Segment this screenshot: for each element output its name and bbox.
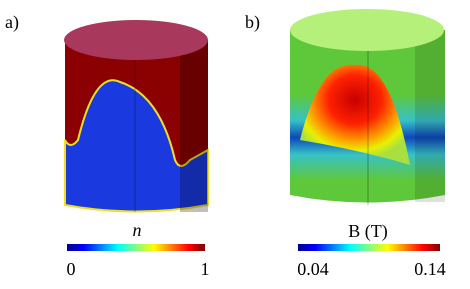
panel-b: b) B (T) 0.04 0.14 <box>245 9 446 279</box>
cylinder-top <box>64 20 208 60</box>
colorbar-title: n <box>133 220 142 240</box>
shade <box>180 40 208 212</box>
panel-label: b) <box>245 12 260 33</box>
colorbar-tick: 1 <box>201 259 210 279</box>
colorbar <box>298 244 440 251</box>
field-dome <box>300 64 410 165</box>
colorbar <box>67 244 205 251</box>
panel-label: a) <box>5 12 19 33</box>
shade <box>415 30 445 202</box>
colorbar-tick: 0.04 <box>297 259 329 279</box>
colorbar-title: B (T) <box>348 221 388 242</box>
blue-region <box>64 79 209 213</box>
colorbar-tick: 0.14 <box>414 259 446 279</box>
panel-a: a) n 0 1 <box>5 12 210 279</box>
cylinder-top <box>290 9 444 51</box>
colorbar-tick: 0 <box>67 259 76 279</box>
